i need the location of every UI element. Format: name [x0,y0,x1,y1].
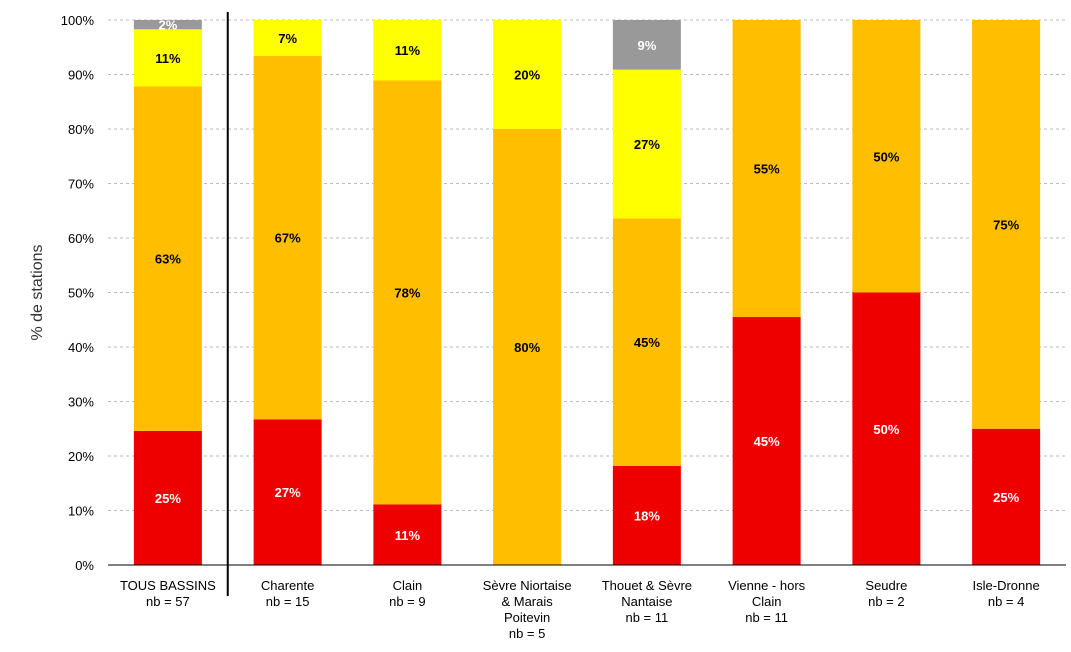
bar-segment [133,430,202,565]
y-axis: 0% 10% 20% 30% 40% 50% 60% 70% 80% 90% 100% [61,13,95,573]
data-label: 78% [394,286,420,301]
bar-segment [373,504,442,565]
bar-segment [852,292,921,565]
data-label: 18% [634,508,660,523]
data-label: 67% [275,231,301,246]
bar-segment [612,20,681,70]
bar-segment [253,419,322,565]
bar-segment [493,129,562,565]
data-label: 2% [158,18,177,33]
bar-segment [133,86,202,431]
gridlines [108,19,1066,511]
bar-segment [373,20,442,81]
data-label: 55% [754,162,780,177]
data-label: 63% [155,252,181,267]
y-tick-label: 20% [68,449,94,464]
x-tick-label: Clain nb = 9 [389,578,426,609]
data-label: 80% [514,340,540,355]
data-label: 27% [634,137,660,152]
x-tick-label: Sèvre Niortaise & Marais Poitevin nb = 5 [483,578,572,641]
bar-segment [133,29,202,87]
bar-segment [732,20,801,318]
x-tick-label: Charente nb = 15 [261,578,314,609]
y-tick-label: 30% [68,395,94,410]
y-tick-label: 80% [68,122,94,137]
bar-segment [612,69,681,219]
bar-segment [972,428,1041,565]
data-label: 45% [634,335,660,350]
bar-segment [373,80,442,505]
bar-segment [612,218,681,466]
bar-segment [972,20,1041,429]
data-label: 27% [275,485,301,500]
y-tick-label: 0% [75,558,94,573]
bar-segment [852,20,921,293]
data-label: 25% [155,491,181,506]
bar-segment [732,317,801,565]
data-label: 75% [993,217,1019,232]
data-label: 11% [395,528,421,543]
bar-segment [253,20,322,56]
y-tick-label: 60% [68,231,94,246]
data-label: 9% [637,38,656,53]
x-tick-label: Vienne - hors Clain nb = 11 [728,578,806,625]
x-axis: TOUS BASSINS nb = 57 Charente nb = 15 Clain n… [108,12,1066,641]
y-tick-label: 10% [68,504,94,519]
data-label: 50% [873,149,899,164]
x-tick-label: TOUS BASSINS nb = 57 [120,578,216,609]
bars [133,20,1041,565]
bar-segment [612,465,681,565]
y-tick-label: 40% [68,340,94,355]
y-axis-label: % de stations [29,244,46,340]
data-labels: 25% 63% 11% 2% 27% 67% 7% 11% 78% 11% 80% 20% 18% 45%… [155,18,1020,543]
data-label: 11% [395,43,421,58]
data-label: 45% [754,434,780,449]
y-tick-label: 70% [68,177,94,192]
y-tick-label: 90% [68,68,94,83]
data-label: 50% [873,422,899,437]
bar-segment [493,20,562,129]
x-tick-label: Seudre nb = 2 [865,578,907,609]
y-tick-label: 100% [61,13,95,28]
x-tick-label: Isle-Dronne nb = 4 [973,578,1040,609]
bar-segment [253,55,322,420]
y-tick-label: 50% [68,286,94,301]
data-label: 25% [993,490,1019,505]
data-label: 20% [514,68,540,83]
x-tick-label: Thouet & Sèvre Nantaise nb = 11 [602,578,692,625]
data-label: 11% [155,51,181,66]
bar-segment [133,20,202,30]
data-label: 7% [278,31,297,46]
